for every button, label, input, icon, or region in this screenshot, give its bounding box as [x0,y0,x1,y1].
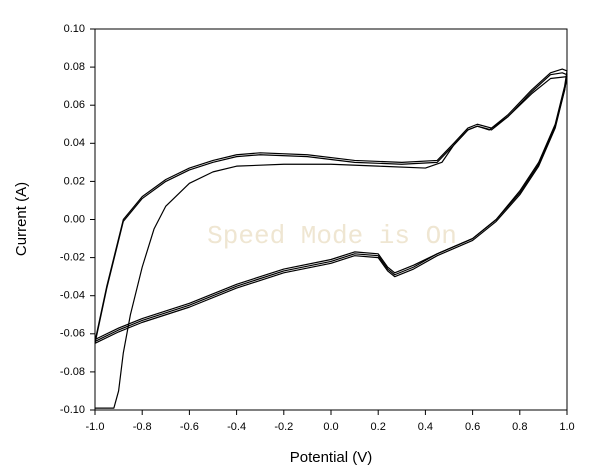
x-tick-label: -0.6 [180,421,199,433]
cv-curve [94,76,568,409]
y-tick-label: 0.00 [64,213,85,225]
x-tick-label: 0.4 [418,421,433,433]
y-tick-label: 0.06 [64,99,85,111]
x-tick-label: -1.0 [86,421,105,433]
y-tick-label: -0.04 [60,290,85,302]
x-tick-label: 0.2 [371,421,386,433]
y-axis-label: Current (A) [13,182,30,256]
y-tick-label: 0.10 [64,23,85,35]
x-tick-label: -0.8 [133,421,152,433]
x-tick-label: -0.4 [227,421,246,433]
cv-curve [94,68,568,342]
y-tick-label: -0.10 [60,404,85,416]
y-tick-label: -0.06 [60,328,85,340]
x-tick-label: 1.0 [559,421,574,433]
y-tick-label: -0.02 [60,252,85,264]
y-tick-label: -0.08 [60,366,85,378]
x-axis-label: Potential (V) [290,449,373,466]
y-tick-label: 0.08 [64,61,85,73]
y-tick-label: 0.04 [64,137,85,149]
x-tick-label: -0.2 [274,421,293,433]
x-tick-label: 0.6 [465,421,480,433]
y-tick-label: 0.02 [64,175,85,187]
watermark: Speed Mode is On [207,221,457,251]
x-tick-label: 0.8 [512,421,527,433]
cv-curve [94,72,568,344]
x-tick-label: 0.0 [323,421,338,433]
